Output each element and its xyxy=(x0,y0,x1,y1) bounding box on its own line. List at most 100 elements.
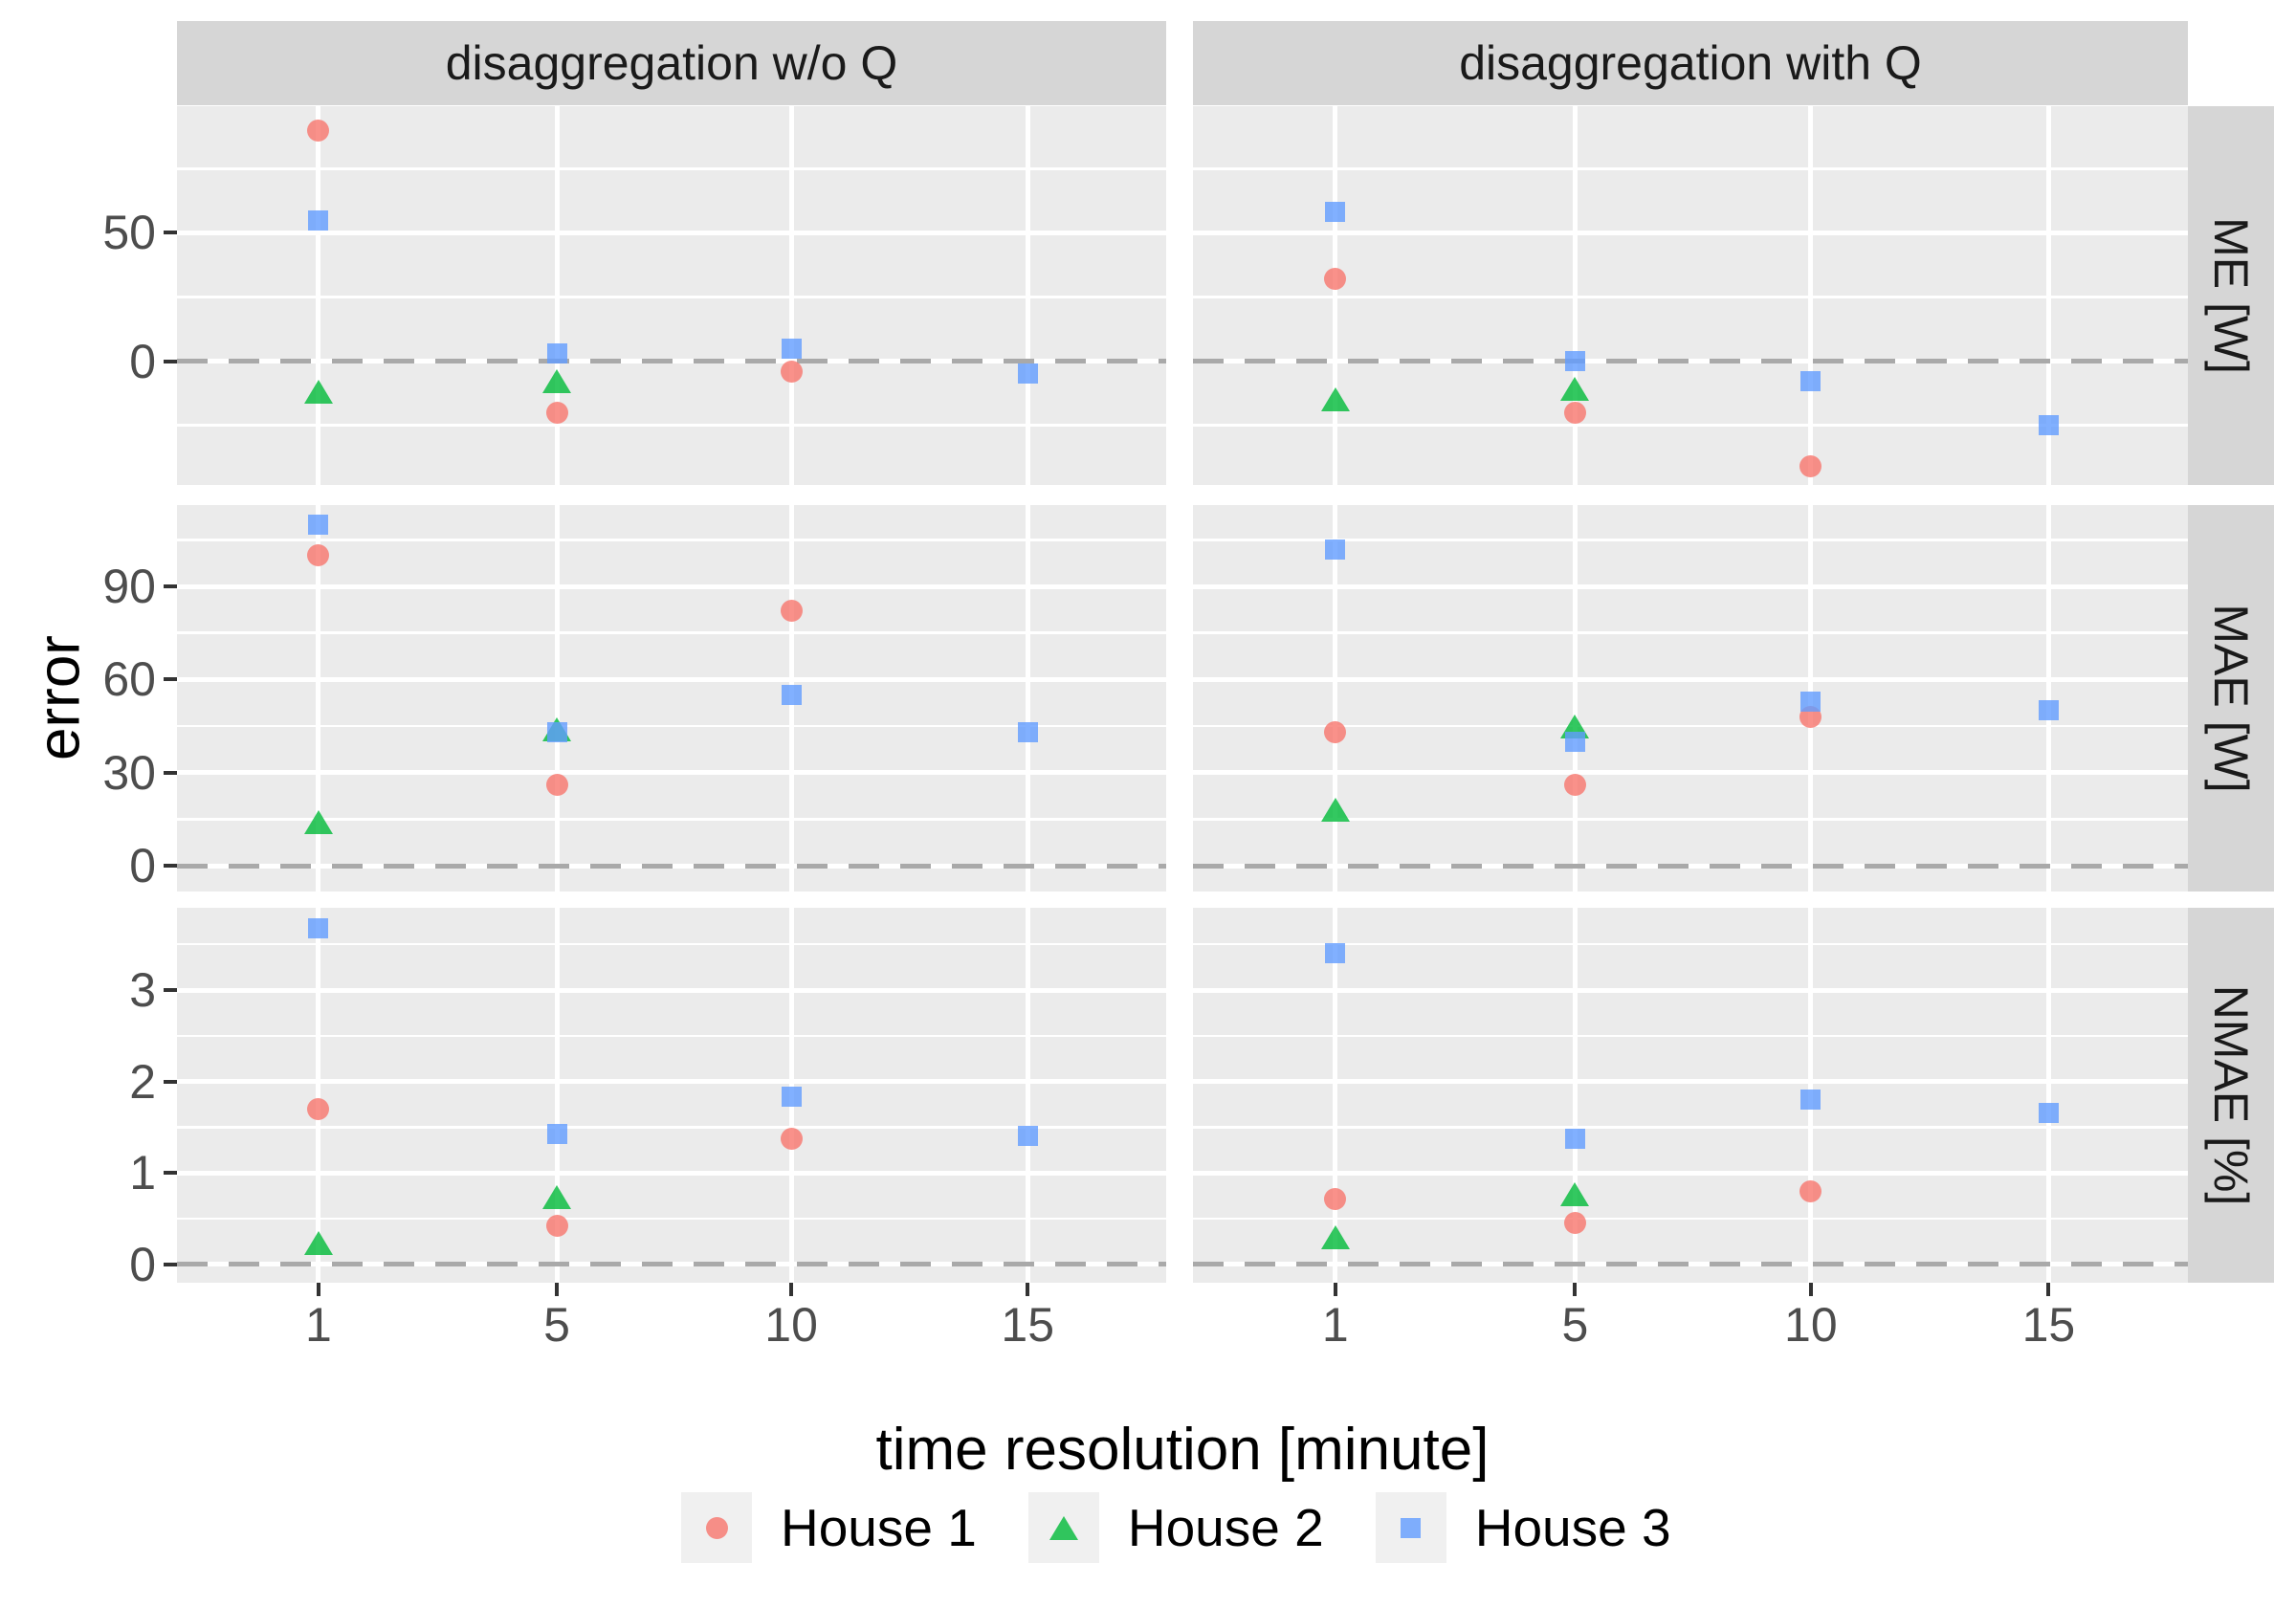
y-tick-label: 2 xyxy=(129,1054,156,1109)
x-tick-mark xyxy=(316,1283,320,1296)
y-tick-mark xyxy=(164,864,177,869)
x-tick-label: 10 xyxy=(764,1298,818,1352)
data-point-house-3 xyxy=(1800,691,1821,712)
gridline-minor-h xyxy=(177,539,1166,541)
x-tick-mark xyxy=(555,1283,560,1296)
facet-strip-row xyxy=(2188,505,2274,892)
gridline-minor-h xyxy=(177,631,1166,634)
x-tick-mark xyxy=(1026,1283,1030,1296)
legend-key-box-triangle-icon xyxy=(1027,1492,1099,1563)
data-point-house-3 xyxy=(1017,363,1038,385)
y-tick-mark xyxy=(164,988,177,993)
data-point-house-3 xyxy=(1325,539,1346,560)
gridline-v xyxy=(316,106,321,485)
data-point-house-2 xyxy=(303,380,333,405)
gridline-major-h xyxy=(177,987,1166,993)
data-point-house-3 xyxy=(1800,371,1821,392)
gridline-minor-h xyxy=(177,424,1166,427)
zero-reference-line xyxy=(177,359,1166,363)
y-tick-mark xyxy=(164,677,177,682)
x-tick-label: 15 xyxy=(2021,1298,2076,1352)
legend-label: House 2 xyxy=(1127,1498,1324,1557)
legend-triangle-icon xyxy=(1049,1515,1078,1540)
gridline-minor-h xyxy=(177,724,1166,728)
data-point-house-2 xyxy=(303,1231,333,1256)
data-point-house-1 xyxy=(780,360,803,383)
data-point-house-2 xyxy=(542,1184,572,1209)
gridline-minor-h xyxy=(1193,1034,2188,1038)
facet-strip-column: disaggregation with Q xyxy=(1193,21,2188,105)
y-tick-mark xyxy=(164,770,177,775)
legend-label: House 3 xyxy=(1474,1498,1671,1557)
data-point-house-3 xyxy=(308,918,329,939)
data-point-house-1 xyxy=(307,119,330,142)
gridline-major-h xyxy=(177,770,1166,776)
gridline-major-h xyxy=(177,583,1166,589)
data-point-house-1 xyxy=(1324,1187,1347,1210)
gridline-minor-h xyxy=(177,818,1166,821)
data-point-house-3 xyxy=(308,514,329,535)
y-tick-label: 3 xyxy=(129,963,156,1018)
legend: House 1 House 2 House 3 xyxy=(681,1492,1671,1563)
gridline-v xyxy=(1572,106,1578,485)
legend-key-box-circle-icon xyxy=(681,1492,752,1563)
x-tick-label: 5 xyxy=(1561,1298,1589,1352)
y-tick-mark xyxy=(164,231,177,235)
facet-panel xyxy=(177,505,1166,892)
data-point-house-3 xyxy=(1017,722,1038,743)
gridline-v xyxy=(2045,908,2051,1283)
x-tick-mark xyxy=(1333,1283,1337,1296)
x-tick-label: 1 xyxy=(304,1298,332,1352)
facet-strip-row xyxy=(2188,106,2274,485)
legend-key: House 1 xyxy=(681,1492,977,1563)
data-point-house-3 xyxy=(781,685,802,706)
gridline-v xyxy=(1572,505,1578,892)
data-point-house-1 xyxy=(1563,401,1586,424)
facet-strip-row-label: ME [W] xyxy=(2204,217,2258,374)
gridline-minor-h xyxy=(1193,724,2188,728)
data-point-house-2 xyxy=(1320,1224,1350,1249)
zero-reference-line xyxy=(1193,359,2188,363)
gridline-minor-h xyxy=(1193,1217,2188,1221)
data-point-house-1 xyxy=(1799,454,1822,477)
facet-panel xyxy=(177,106,1166,485)
zero-reference-line xyxy=(1193,1262,2188,1267)
data-point-house-3 xyxy=(1325,202,1346,223)
facet-panel xyxy=(1193,908,2188,1283)
gridline-minor-h xyxy=(1193,631,2188,634)
data-point-house-3 xyxy=(1564,1129,1585,1150)
gridline-v xyxy=(1333,106,1338,485)
y-tick-mark xyxy=(164,359,177,363)
y-tick-mark xyxy=(164,584,177,589)
gridline-v xyxy=(1808,106,1814,485)
x-tick-label: 1 xyxy=(1321,1298,1349,1352)
data-point-house-3 xyxy=(546,1123,567,1144)
data-point-house-3 xyxy=(1564,351,1585,371)
gridline-minor-h xyxy=(177,942,1166,946)
data-point-house-2 xyxy=(303,810,333,835)
data-point-house-3 xyxy=(2038,700,2059,721)
y-tick-label: 60 xyxy=(102,652,156,707)
legend-circle-icon xyxy=(705,1516,728,1539)
data-point-house-1 xyxy=(307,544,330,567)
y-tick-label: 0 xyxy=(129,839,156,893)
zero-reference-line xyxy=(177,863,1166,869)
y-tick-label: 90 xyxy=(102,560,156,614)
data-point-house-1 xyxy=(1799,1179,1822,1202)
gridline-v xyxy=(2045,505,2051,892)
gridline-minor-h xyxy=(1193,167,2188,170)
y-tick-label: 0 xyxy=(129,334,156,388)
zero-reference-line xyxy=(177,1262,1166,1267)
y-tick-label: 50 xyxy=(102,206,156,260)
data-point-house-1 xyxy=(780,1128,803,1151)
gridline-minor-h xyxy=(1193,942,2188,946)
data-point-house-1 xyxy=(545,401,568,424)
data-point-house-1 xyxy=(1324,268,1347,291)
y-tick-label: 0 xyxy=(129,1237,156,1291)
gridline-minor-h xyxy=(177,1034,1166,1038)
data-point-house-3 xyxy=(1564,731,1585,752)
gridline-minor-h xyxy=(177,296,1166,298)
facet-panel xyxy=(1193,505,2188,892)
x-axis-title: time resolution [minute] xyxy=(875,1417,1490,1483)
facet-panel xyxy=(177,908,1166,1283)
